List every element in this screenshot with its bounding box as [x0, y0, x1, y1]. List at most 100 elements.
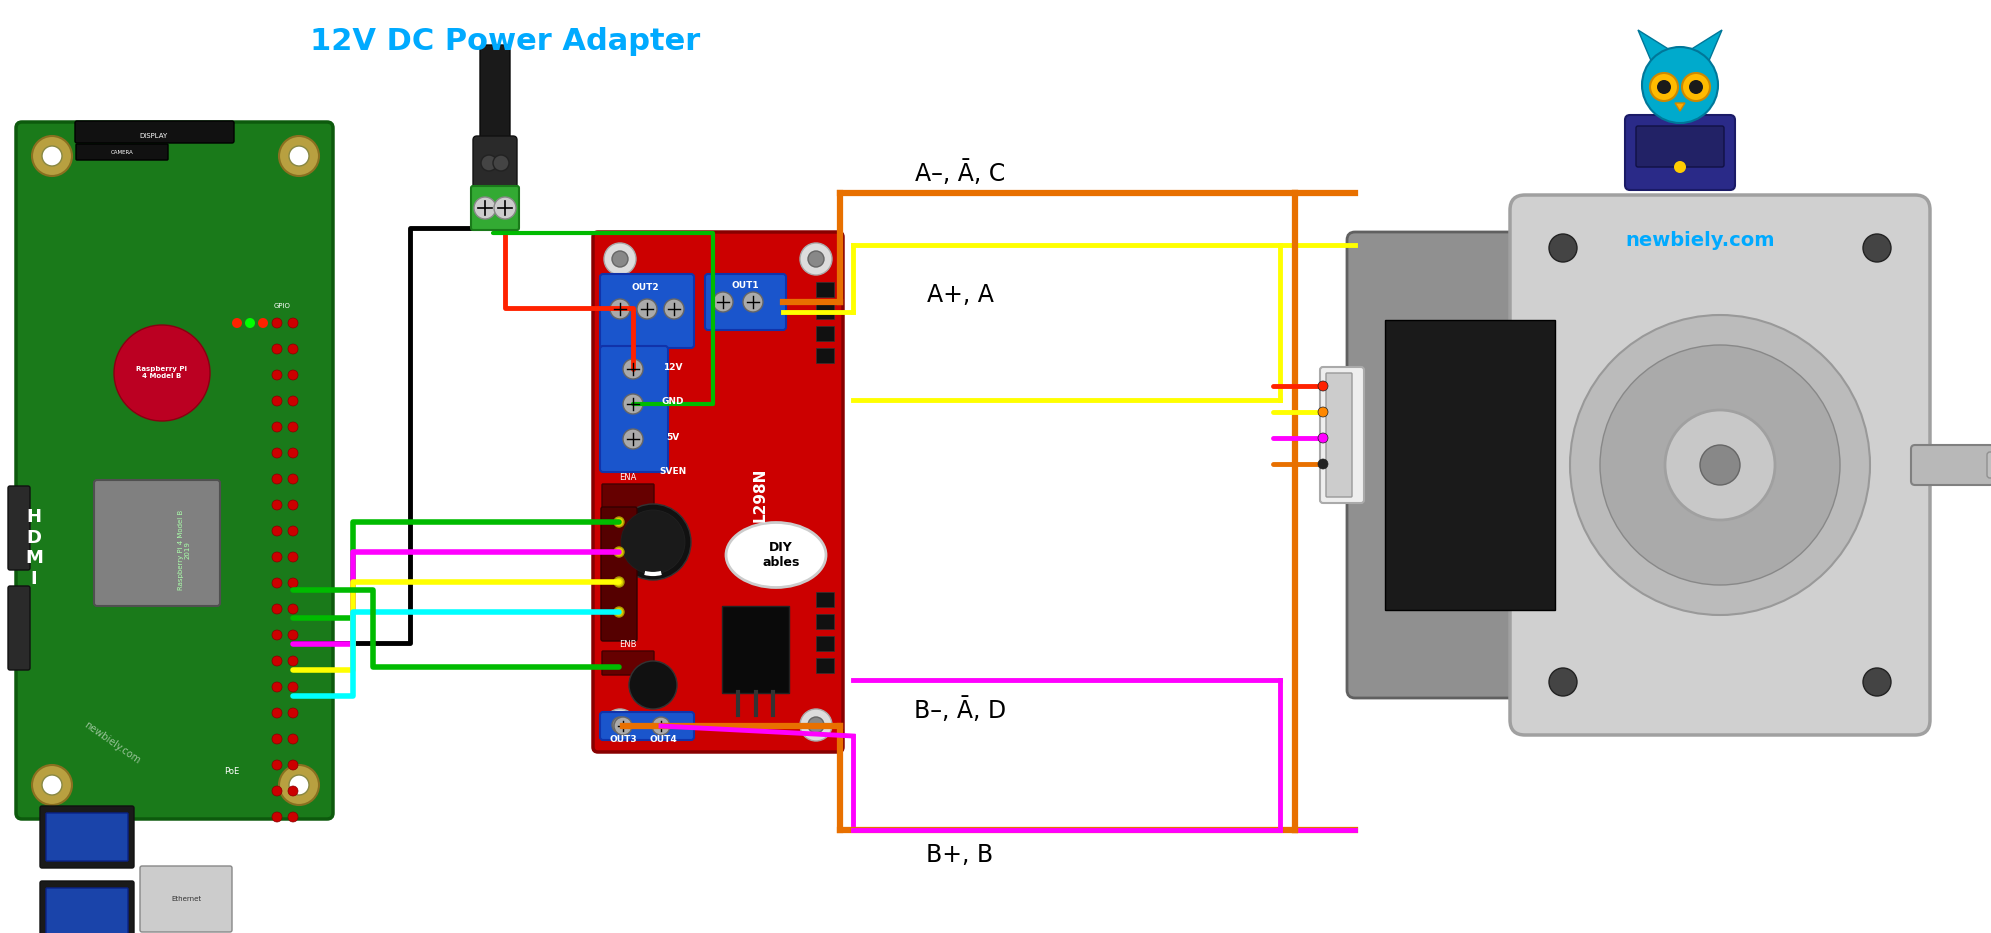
Text: 5V: 5V: [667, 433, 679, 441]
Circle shape: [289, 786, 299, 796]
FancyBboxPatch shape: [723, 606, 788, 693]
Circle shape: [494, 197, 516, 219]
Text: Raspberry Pi 4 Model B
2019: Raspberry Pi 4 Model B 2019: [177, 509, 191, 591]
Text: newbiely.com: newbiely.com: [1625, 230, 1774, 249]
Circle shape: [1318, 433, 1328, 443]
Circle shape: [273, 318, 283, 328]
Text: B+, B: B+, B: [926, 843, 994, 867]
Ellipse shape: [727, 522, 826, 588]
Circle shape: [1549, 668, 1577, 696]
Circle shape: [1318, 459, 1328, 469]
Text: PoE: PoE: [225, 767, 239, 775]
Polygon shape: [1639, 30, 1670, 63]
Text: Raspberry Pi
4 Model B: Raspberry Pi 4 Model B: [137, 367, 187, 380]
Circle shape: [273, 500, 283, 510]
Circle shape: [613, 717, 631, 735]
Circle shape: [623, 394, 643, 414]
Text: A–, Ā, C: A–, Ā, C: [916, 160, 1005, 186]
Text: SVEN: SVEN: [659, 467, 687, 477]
Circle shape: [482, 155, 498, 171]
Circle shape: [289, 734, 299, 744]
FancyBboxPatch shape: [8, 586, 30, 670]
Circle shape: [474, 197, 496, 219]
Circle shape: [1601, 345, 1840, 585]
Circle shape: [273, 604, 283, 614]
Circle shape: [623, 359, 643, 379]
Circle shape: [42, 146, 62, 166]
Circle shape: [615, 504, 691, 580]
Circle shape: [273, 630, 283, 640]
Circle shape: [611, 717, 627, 733]
Text: OUT3: OUT3: [609, 734, 637, 744]
Text: 12V: 12V: [663, 363, 683, 371]
FancyBboxPatch shape: [601, 484, 653, 508]
Circle shape: [289, 396, 299, 406]
FancyBboxPatch shape: [76, 121, 235, 143]
Circle shape: [1651, 73, 1678, 101]
Text: CAMERA: CAMERA: [111, 149, 133, 155]
Circle shape: [1682, 73, 1710, 101]
Bar: [816, 592, 834, 607]
FancyBboxPatch shape: [474, 136, 518, 192]
Circle shape: [1549, 234, 1577, 262]
Bar: [816, 658, 834, 673]
Circle shape: [743, 292, 763, 312]
Circle shape: [1643, 47, 1718, 123]
FancyBboxPatch shape: [593, 232, 842, 752]
Circle shape: [32, 136, 72, 176]
FancyBboxPatch shape: [139, 866, 233, 932]
FancyBboxPatch shape: [601, 651, 653, 675]
Circle shape: [613, 577, 623, 587]
Circle shape: [609, 299, 629, 319]
Bar: [816, 326, 834, 341]
Circle shape: [273, 344, 283, 354]
Circle shape: [613, 547, 623, 557]
FancyBboxPatch shape: [46, 888, 127, 933]
Circle shape: [273, 578, 283, 588]
FancyBboxPatch shape: [46, 813, 127, 861]
Circle shape: [1864, 234, 1891, 262]
Text: B–, Ā, D: B–, Ā, D: [914, 697, 1005, 723]
Circle shape: [273, 370, 283, 380]
Text: OUT1: OUT1: [731, 281, 759, 289]
Bar: [816, 614, 834, 629]
Circle shape: [273, 422, 283, 432]
FancyBboxPatch shape: [472, 186, 520, 230]
Circle shape: [113, 325, 209, 421]
Circle shape: [1318, 381, 1328, 391]
Polygon shape: [1674, 103, 1684, 111]
Circle shape: [273, 682, 283, 692]
FancyBboxPatch shape: [599, 712, 695, 740]
Bar: [1386, 320, 1555, 610]
Circle shape: [629, 661, 677, 709]
FancyBboxPatch shape: [599, 346, 669, 472]
Circle shape: [279, 136, 319, 176]
Circle shape: [245, 318, 255, 328]
Circle shape: [289, 474, 299, 484]
FancyBboxPatch shape: [40, 881, 133, 933]
Text: DISPLAY: DISPLAY: [139, 133, 167, 139]
Circle shape: [289, 630, 299, 640]
Circle shape: [613, 517, 623, 527]
Circle shape: [1864, 668, 1891, 696]
Circle shape: [273, 526, 283, 536]
Circle shape: [289, 344, 299, 354]
Circle shape: [1664, 410, 1776, 520]
FancyBboxPatch shape: [480, 45, 510, 146]
Circle shape: [273, 812, 283, 822]
Polygon shape: [1690, 30, 1722, 63]
FancyBboxPatch shape: [1326, 373, 1352, 497]
FancyBboxPatch shape: [705, 274, 786, 330]
Circle shape: [32, 765, 72, 805]
Text: ENB: ENB: [619, 640, 637, 649]
Circle shape: [259, 318, 269, 328]
Circle shape: [1674, 161, 1686, 173]
Circle shape: [233, 318, 243, 328]
Circle shape: [273, 552, 283, 562]
Circle shape: [623, 429, 643, 449]
FancyBboxPatch shape: [601, 507, 637, 641]
Circle shape: [289, 448, 299, 458]
Circle shape: [611, 251, 627, 267]
FancyBboxPatch shape: [16, 122, 332, 819]
Circle shape: [613, 607, 623, 617]
